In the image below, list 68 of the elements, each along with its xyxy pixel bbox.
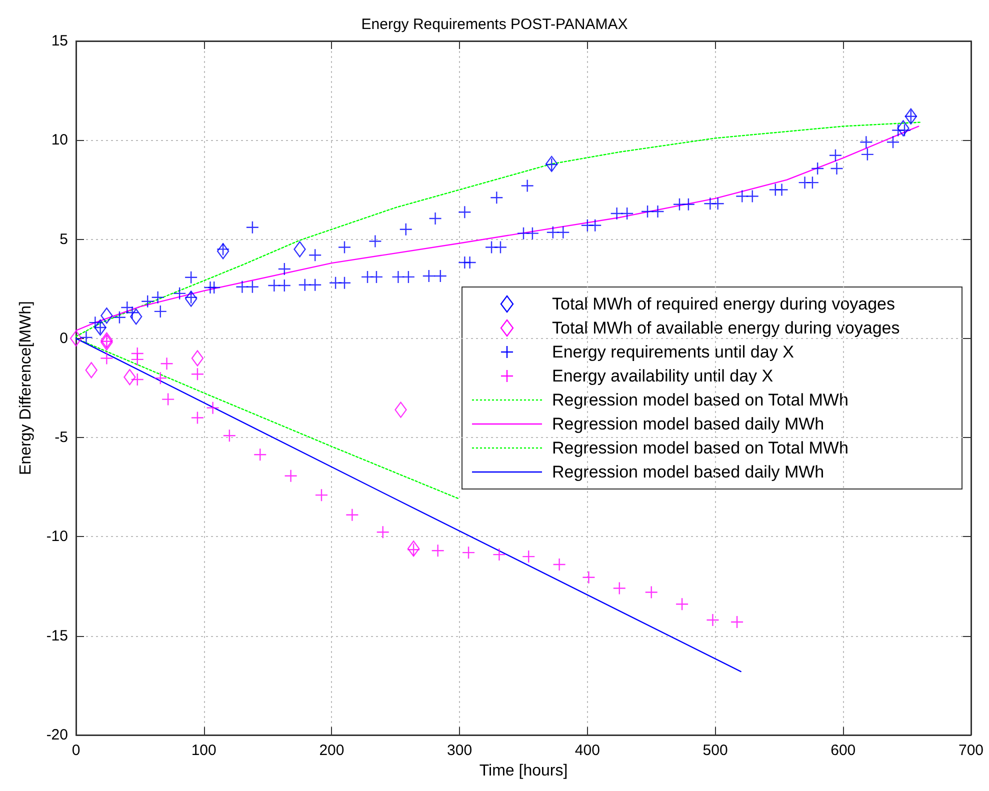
y-tick-label: 5 [60, 230, 68, 248]
point [314, 488, 328, 502]
point [190, 411, 204, 424]
point [222, 428, 236, 442]
point [546, 156, 558, 172]
point [706, 613, 720, 627]
point [70, 330, 82, 347]
y-tick-label: 10 [51, 132, 68, 149]
point [130, 352, 144, 366]
point [85, 362, 98, 378]
point [612, 582, 626, 595]
point [492, 548, 506, 562]
point [431, 544, 444, 558]
point [294, 241, 306, 258]
point [346, 508, 359, 522]
point [376, 526, 390, 539]
point [462, 546, 476, 560]
point [730, 615, 744, 629]
legend-label: Regression model based on Total MWh [552, 390, 848, 410]
point [216, 243, 230, 260]
point [161, 392, 175, 406]
x-axis-title: Time [hours] [479, 762, 568, 780]
y-axis-title: Energy Difference[MWh] [18, 301, 34, 475]
x-tick-label: 100 [191, 742, 216, 759]
x-tick-label: 600 [830, 742, 856, 759]
point [100, 308, 113, 324]
point [582, 570, 596, 584]
point [130, 372, 144, 386]
legend-label: Energy availability until day X [552, 366, 774, 386]
legend-label: Total MWh of available energy during voyages [552, 318, 900, 338]
legend-label: Regression model based on Total MWh [552, 438, 848, 458]
point [184, 290, 198, 307]
point [897, 120, 910, 136]
point [644, 586, 658, 599]
point [284, 469, 298, 482]
legend-label: Regression model based daily MWh [552, 462, 824, 482]
point [100, 352, 114, 365]
point [522, 550, 536, 564]
point [407, 540, 420, 557]
point [130, 308, 142, 325]
point [675, 598, 689, 611]
y-tick-label: 15 [51, 32, 68, 50]
point [904, 108, 918, 124]
x-tick-label: 500 [702, 742, 728, 759]
point [160, 357, 174, 370]
y-tick-label: -15 [46, 627, 68, 644]
point [394, 402, 407, 418]
point [154, 371, 167, 385]
x-tick-label: 200 [319, 742, 344, 759]
point [124, 368, 136, 386]
y-tick-label: -10 [46, 528, 68, 546]
y-tick-label: -20 [46, 726, 68, 744]
point [254, 448, 267, 462]
chart-title: Energy Requirements POST-PANAMAX [361, 16, 628, 33]
point [190, 368, 204, 381]
y-tick-label: -5 [54, 429, 68, 446]
x-tick-label: 400 [574, 742, 600, 759]
point [552, 558, 566, 572]
legend-label: Total MWh of required energy during voyages [552, 294, 896, 314]
x-tick-label: 0 [72, 742, 80, 759]
legend-label: Energy requirements until day X [552, 342, 794, 362]
x-tick-label: 700 [958, 742, 984, 759]
y-tick-label: 0 [60, 330, 68, 347]
point [206, 401, 220, 414]
point [406, 543, 420, 556]
legend-label: Regression model based daily MWh [552, 414, 824, 434]
point [191, 350, 204, 366]
x-tick-label: 300 [447, 742, 472, 759]
